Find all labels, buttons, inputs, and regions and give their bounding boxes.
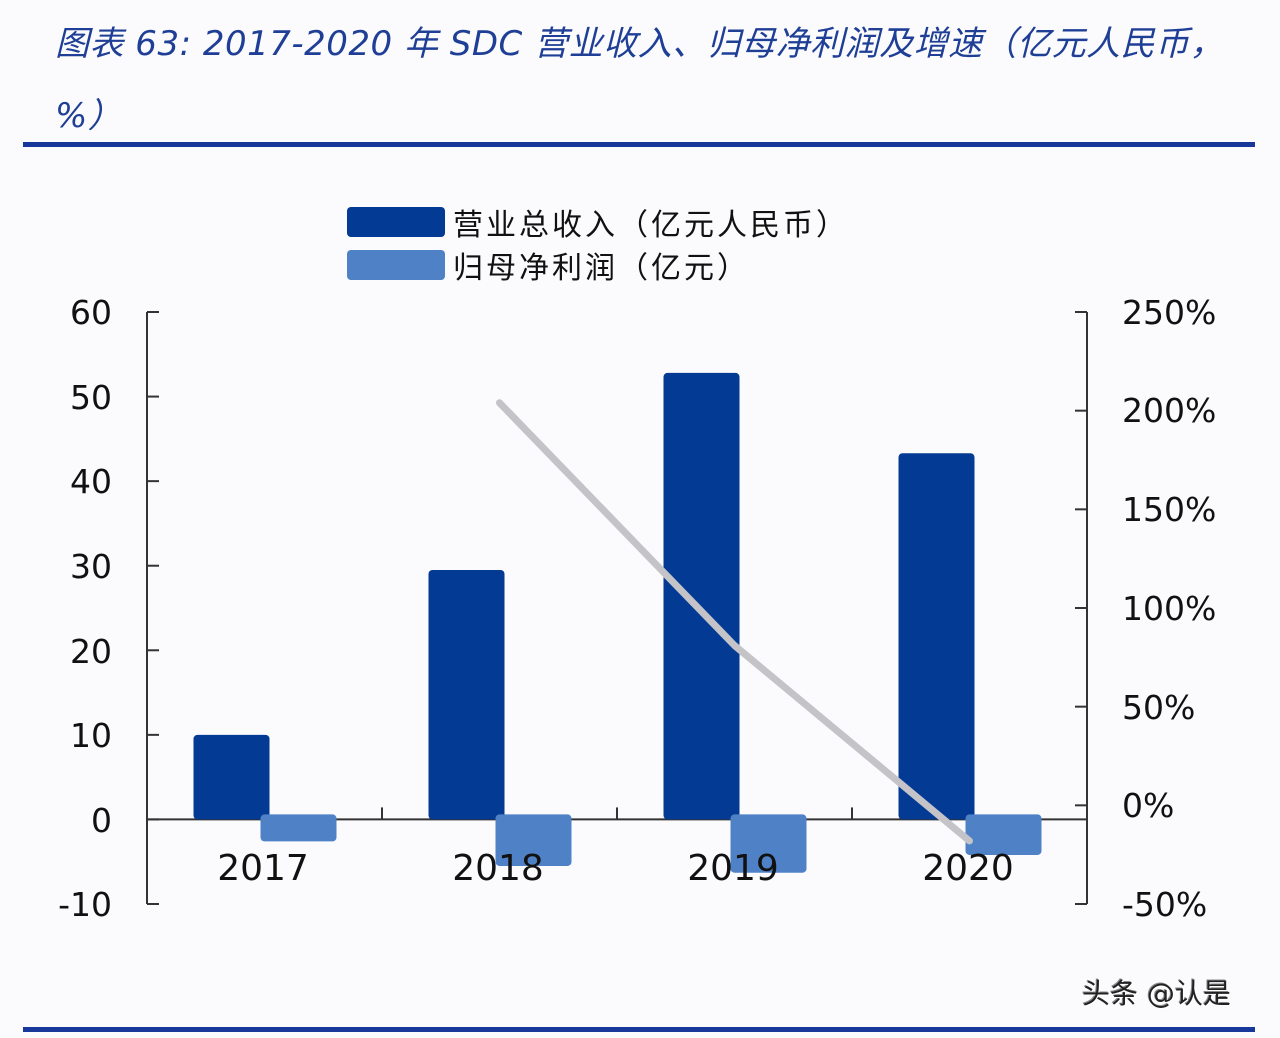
revenue-bar-2019 — [663, 372, 740, 820]
legend-swatch-revenue — [347, 206, 445, 237]
x-axis-label-2017: 2017 — [217, 848, 309, 889]
revenue-bar-2017 — [193, 734, 270, 820]
right-axis-label: 250% — [1122, 293, 1217, 332]
bottom-divider — [23, 1027, 1255, 1032]
x-axis-label-2020: 2020 — [922, 848, 1014, 889]
left-axis-label: 40 — [70, 462, 112, 501]
right-axis-label: 0% — [1122, 786, 1175, 825]
right-axis-label: -50% — [1122, 885, 1208, 924]
growth-rate-line — [496, 399, 973, 845]
revenue-bar-2020 — [898, 453, 975, 820]
right-axis-label: 200% — [1122, 391, 1217, 430]
left-axis-label: 0 — [91, 801, 112, 840]
x-axis-label-2019: 2019 — [687, 848, 779, 889]
growth-line — [496, 399, 973, 845]
net-profit-bar-2017 — [260, 814, 337, 842]
net-profit-bar-2020 — [965, 814, 1042, 855]
legend: 营业总收入（亿元人民币） 归母净利润（亿元） — [347, 200, 849, 286]
left-axis-label: 50 — [70, 378, 112, 417]
net-profit-bar-2019 — [730, 814, 807, 873]
legend-swatch-net-profit — [347, 249, 445, 280]
left-axis-label: 20 — [70, 632, 112, 671]
chart-title: 图表 63: 2017-2020 年 SDC 营业收入、归母净利润及增速（亿元人… — [55, 24, 1225, 136]
right-axis-label: 50% — [1122, 688, 1196, 727]
watermark: 头条 @认是 — [1082, 977, 1231, 1010]
left-axis-label: 10 — [70, 716, 112, 755]
legend-label-net-profit: 归母净利润（亿元） — [453, 250, 750, 286]
bars — [193, 372, 1042, 873]
left-axis-label: 60 — [70, 293, 112, 332]
revenue-bar-2018 — [428, 569, 505, 820]
legend-item-revenue: 营业总收入（亿元人民币） — [347, 200, 849, 243]
legend-item-net-profit: 归母净利润（亿元） — [347, 243, 849, 286]
top-divider — [23, 142, 1255, 147]
net-profit-bar-2018 — [495, 814, 572, 866]
left-axis-label: 30 — [70, 547, 112, 586]
left-axis-label: -10 — [58, 885, 112, 924]
legend-label-revenue: 营业总收入（亿元人民币） — [453, 207, 849, 243]
x-axis-label-2018: 2018 — [452, 848, 544, 889]
right-axis-label: 150% — [1122, 490, 1217, 529]
right-axis-label: 100% — [1122, 589, 1217, 628]
